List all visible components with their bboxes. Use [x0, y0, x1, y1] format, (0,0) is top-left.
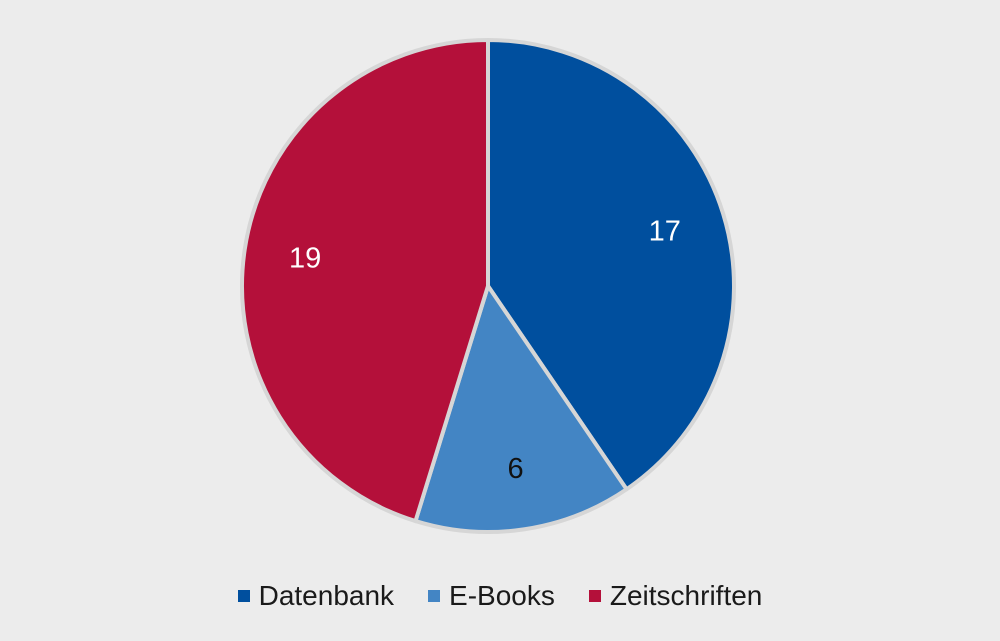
- legend-swatch-zeitschriften: [588, 590, 601, 602]
- legend-label-e-books: E-Books: [449, 580, 555, 611]
- legend-swatch-datenbank: [237, 590, 250, 602]
- pie-slice-zeitschriften: [240, 38, 490, 524]
- legend-swatch-e-books: [428, 590, 441, 602]
- legend: Datenbank E-Books Zeitschriften: [0, 574, 1000, 618]
- legend-item-zeitschriften: Zeitschriften: [588, 580, 763, 612]
- legend-item-e-books: E-Books: [428, 580, 555, 612]
- legend-label-zeitschriften: Zeitschriften: [609, 580, 763, 611]
- legend-label-datenbank: Datenbank: [258, 580, 395, 611]
- legend-item-datenbank: Datenbank: [237, 580, 395, 612]
- pie-slice-datenbank: [486, 38, 736, 492]
- data-label-e-books: 6: [508, 453, 524, 485]
- pie-data-labels: 17 6 19: [289, 216, 681, 485]
- data-label-datenbank: 17: [649, 216, 681, 248]
- pie-slice-e-books: [413, 284, 629, 534]
- pie-slices: [240, 38, 736, 534]
- data-label-zeitschriften: 19: [289, 242, 321, 274]
